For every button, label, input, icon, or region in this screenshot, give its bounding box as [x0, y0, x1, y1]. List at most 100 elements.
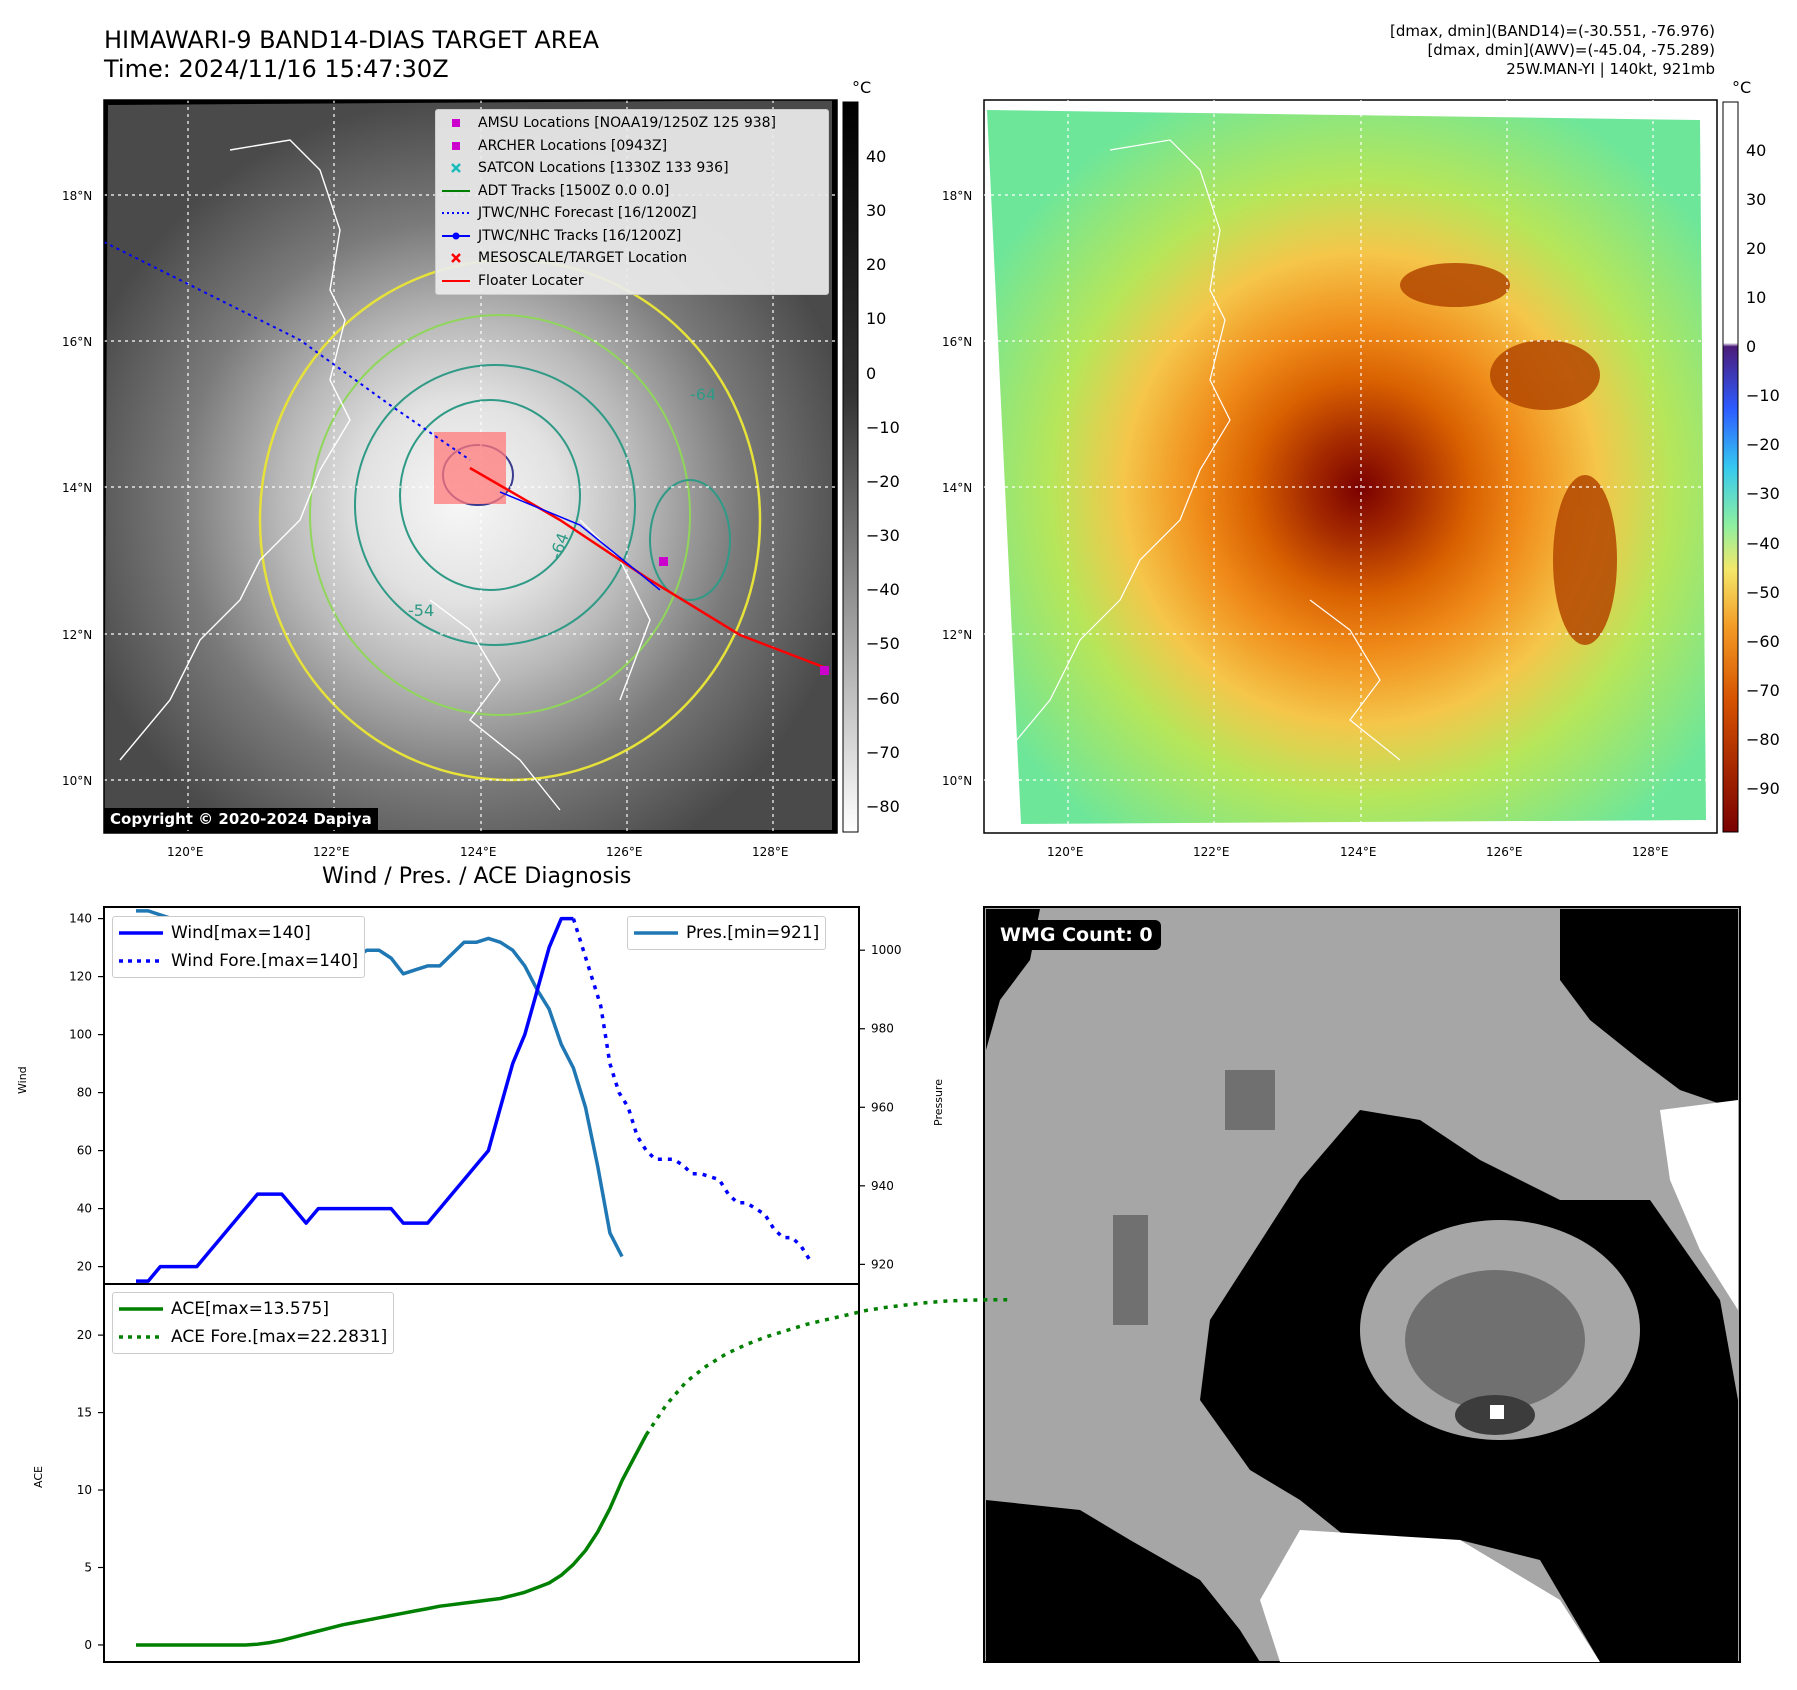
cb-left-tick: 40: [866, 147, 887, 166]
awv-lat-label-18: 18°N: [942, 189, 973, 203]
info-line3: 25W.MAN-YI | 140kt, 921mb: [1506, 60, 1715, 78]
cb-left-tick: 20: [866, 255, 887, 274]
colorbar-right: [1722, 101, 1739, 833]
ace-line: [136, 1433, 648, 1647]
tick-label: 960: [871, 1100, 894, 1114]
tick-label: 40: [77, 1202, 92, 1216]
awv-lon-label-124: 124°E: [1340, 845, 1377, 859]
awv-lat-label-12: 12°N: [942, 628, 973, 642]
pressure-axis-label: Pressure: [932, 1079, 945, 1126]
tick-label: 980: [871, 1022, 894, 1036]
legend-adt: ADT Tracks [1500Z 0.0 0.0]: [436, 180, 828, 203]
cb-right-tick: −60: [1746, 632, 1780, 651]
ace-axis-ticks: 0 5 10 15 20: [77, 1328, 104, 1652]
legend-label: ADT Tracks [1500Z 0.0 0.0]: [478, 182, 670, 199]
awv-lon-label-128: 128°E: [1632, 845, 1669, 859]
cb-left-tick: −80: [866, 797, 900, 816]
legend-satcon: SATCON Locations [1330Z 133 936]: [436, 157, 828, 180]
cb-right-tick: 30: [1746, 190, 1767, 209]
lon-label-128: 128°E: [752, 845, 789, 859]
legend-archer: ARCHER Locations [0943Z]: [436, 135, 828, 158]
lat-label-10: 10°N: [62, 774, 93, 788]
cb-left-tick: −40: [866, 580, 900, 599]
tick-label: 940: [871, 1179, 894, 1193]
tick-label: 100: [69, 1028, 92, 1042]
diagnosis-title: Wind / Pres. / ACE Diagnosis: [322, 864, 632, 889]
tick-label: 120: [69, 970, 92, 984]
legend-ace: ACE[max=13.575]: [113, 1295, 387, 1323]
awv-lat-label-14: 14°N: [942, 481, 973, 495]
awv-image: [987, 110, 1706, 824]
lon-label-122: 122°E: [313, 845, 350, 859]
tick-label: 60: [77, 1144, 92, 1158]
info-line2: [dmax, dmin](AWV)=(-45.04, -75.289): [1427, 41, 1715, 59]
cb-right-tick: −90: [1746, 779, 1780, 798]
storm-info: [dmax, dmin](BAND14)=(-30.551, -76.976) …: [1390, 22, 1715, 79]
wind-forecast-line: [571, 918, 812, 1262]
cb-left-tick: 30: [866, 201, 887, 220]
legend-label: Wind[max=140]: [171, 923, 311, 943]
cb-right-tick: 20: [1746, 239, 1767, 258]
lon-label-126: 126°E: [606, 845, 643, 859]
lon-label-124: 124°E: [460, 845, 497, 859]
colorbar-left: [842, 101, 859, 833]
info-line1: [dmax, dmin](BAND14)=(-30.551, -76.976): [1390, 22, 1715, 40]
legend-amsu: AMSU Locations [NOAA19/1250Z 125 938]: [436, 112, 828, 135]
jtwc-track: [499, 491, 661, 591]
lat-label-18: 18°N: [62, 189, 93, 203]
awv-lat-label-16: 16°N: [942, 335, 973, 349]
lat-label-14: 14°N: [62, 481, 93, 495]
pressure-axis-ticks: 920 940 960 980 1000: [859, 943, 902, 1271]
lat-label-12: 12°N: [62, 628, 93, 642]
legend-wind: Wind[max=140]: [113, 919, 358, 947]
map-contour-labels: -64 -54 -64: [408, 385, 716, 620]
cb-right-tick: −80: [1746, 730, 1780, 749]
forecast-track: [103, 241, 471, 461]
colorbar-right-unit: °C: [1732, 78, 1752, 97]
awv-coastlines: [999, 139, 1401, 761]
title-line1: HIMAWARI-9 BAND14-DIAS TARGET AREA: [104, 26, 600, 54]
wmg-count-label: WMG Count: 0: [992, 920, 1161, 950]
legend-label: Wind Fore.[max=140]: [171, 951, 359, 971]
tick-label: 20: [77, 1260, 92, 1274]
wmg-eye: [1360, 1220, 1640, 1440]
tick-label: 20: [77, 1328, 92, 1342]
legend-ace-forecast: ACE Fore.[max=22.2831]: [113, 1323, 387, 1351]
cb-right-tick: −10: [1746, 386, 1780, 405]
cb-right-tick: 0: [1746, 337, 1757, 356]
floater-track: [469, 466, 827, 670]
wind-axis-label: Wind: [16, 1066, 29, 1094]
map-legend: AMSU Locations [NOAA19/1250Z 125 938] AR…: [435, 109, 829, 295]
legend-label: Pres.[min=921]: [686, 923, 820, 943]
cb-right-tick: −20: [1746, 435, 1780, 454]
awv-lon-label-122: 122°E: [1193, 845, 1230, 859]
legend-pressure: Pres.[min=921]: [628, 919, 819, 947]
cb-left-tick: −50: [866, 634, 900, 653]
awv-bands: [1400, 263, 1617, 645]
legend-label: AMSU Locations [NOAA19/1250Z 125 938]: [478, 115, 777, 132]
cb-left-tick: −10: [866, 418, 900, 437]
cb-right-tick: −70: [1746, 681, 1780, 700]
wind-line: [136, 916, 574, 1283]
tick-label: 0: [84, 1638, 92, 1652]
legend-jtwc-forecast: JTWC/NHC Forecast [16/1200Z]: [436, 202, 828, 225]
legend-mesoscale: MESOSCALE/TARGET Location: [436, 247, 828, 270]
awv-lat-label-10: 10°N: [942, 774, 973, 788]
ace-legend: ACE[max=13.575] ACE Fore.[max=22.2831]: [112, 1292, 395, 1354]
contour-label-2: -54: [408, 601, 434, 620]
lat-label-16: 16°N: [62, 335, 93, 349]
cb-right-tick: −40: [1746, 534, 1780, 553]
cb-right-tick: 10: [1746, 288, 1767, 307]
cb-left-tick: −70: [866, 743, 900, 762]
wmg-gray-patch-2: [1113, 1215, 1148, 1325]
wind-axis-ticks: 20 40 60 80 100 120 140: [69, 912, 104, 1274]
contour-label-3: -64: [690, 385, 716, 404]
legend-label: SATCON Locations [1330Z 133 936]: [478, 160, 729, 177]
awv-lon-label-120: 120°E: [1047, 845, 1084, 859]
legend-jtwc-tracks: JTWC/NHC Tracks [16/1200Z]: [436, 225, 828, 248]
legend-floater: Floater Locater: [436, 270, 828, 293]
legend-label: Floater Locater: [478, 272, 584, 289]
awv-lon-label-126: 126°E: [1486, 845, 1523, 859]
